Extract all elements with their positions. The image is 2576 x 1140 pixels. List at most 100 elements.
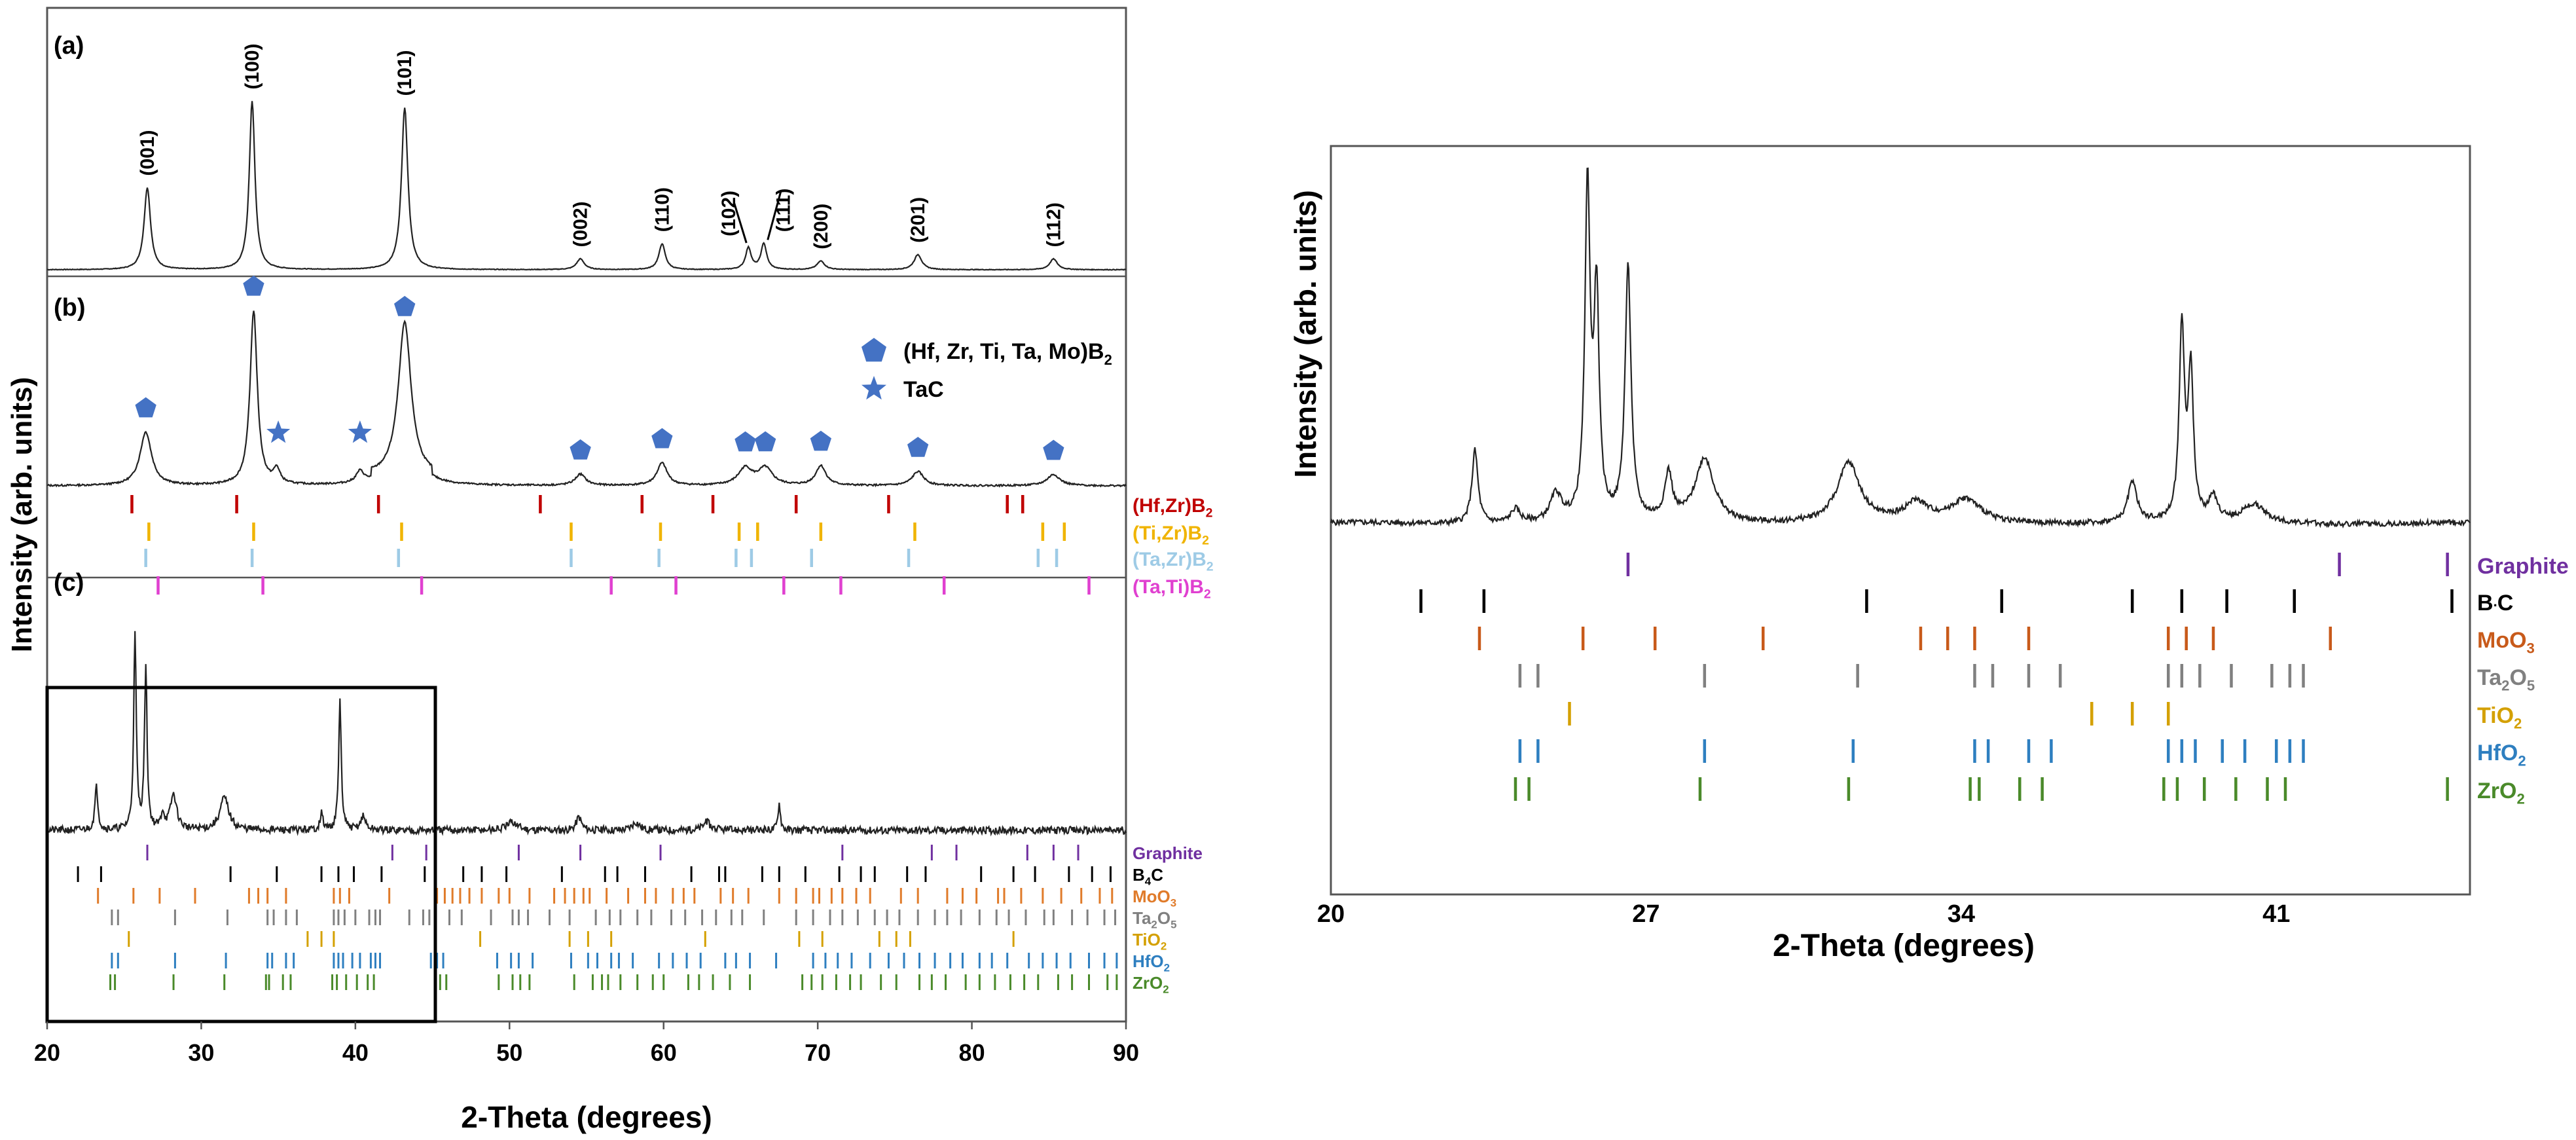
zoom-trace bbox=[1330, 167, 2471, 529]
boride-marker bbox=[243, 275, 264, 296]
phase-label-base: B bbox=[2477, 591, 2494, 616]
peak-label: (100) bbox=[242, 44, 263, 90]
tac-marker bbox=[348, 420, 372, 443]
phase-label-base: Graphite bbox=[1133, 843, 1203, 863]
left-plot-frame bbox=[46, 7, 1127, 1023]
panel-b-group: (Hf, Zr, Ti, Ta, Mo)B2TaC(Hf,Zr)B2(Ti,Zr… bbox=[46, 275, 1214, 602]
peak-label: (112) bbox=[1043, 202, 1064, 247]
phase-label: ZrO2 bbox=[2477, 779, 2525, 807]
phase-label: MoO3 bbox=[1133, 887, 1176, 910]
phase-label-base: (Ta,Ti)B bbox=[1133, 576, 1204, 598]
x-tick-label: 41 bbox=[2262, 900, 2290, 928]
phase-label-tail: O bbox=[1157, 908, 1170, 928]
right-x-ticks: 20 27 34 41 bbox=[1317, 900, 2291, 928]
x-tick-label: 60 bbox=[651, 1039, 677, 1066]
boride-marker bbox=[1043, 439, 1064, 460]
phase-label: Graphite bbox=[1133, 843, 1203, 863]
phase-label-sub: 2 bbox=[1161, 940, 1167, 953]
phase-label-sub: 2 bbox=[1206, 560, 1214, 574]
phase-label: Ta2O5 bbox=[2477, 665, 2535, 694]
phase-label-sub: 5 bbox=[1170, 919, 1176, 931]
x-tick-label: 70 bbox=[805, 1039, 831, 1066]
phase-label-base: HfO bbox=[2477, 741, 2518, 765]
phase-label-sub: 2 bbox=[1204, 587, 1211, 602]
legend-entry-text: TaC bbox=[903, 377, 944, 402]
phase-label-sub: 2 bbox=[2516, 791, 2524, 807]
phase-label-sub: 2 bbox=[1151, 919, 1157, 931]
panel-a-trace bbox=[46, 101, 1127, 271]
phase-label-sub: 2 bbox=[2501, 678, 2509, 694]
phase-label: (Ta,Zr)B2 bbox=[1133, 549, 1214, 574]
x-tick-label: 20 bbox=[1317, 900, 1345, 928]
phase-label: B4C bbox=[1133, 865, 1163, 888]
x-tick-label: 20 bbox=[34, 1039, 60, 1066]
boride-marker bbox=[754, 431, 776, 452]
arrow-111 bbox=[767, 191, 782, 240]
boride-marker bbox=[570, 439, 591, 460]
phase-label: TiO2 bbox=[2477, 703, 2522, 732]
x-tick-label: 27 bbox=[1632, 900, 1660, 928]
peak-label: (200) bbox=[810, 204, 832, 249]
phase-label-sub: 2 bbox=[1163, 984, 1169, 996]
legend-pentagon-icon bbox=[862, 338, 886, 362]
phase-label-sub: 5 bbox=[2527, 678, 2535, 694]
phase-label-base: TiO bbox=[2477, 703, 2514, 728]
peak-label: (201) bbox=[907, 197, 929, 243]
x-tick-label: 34 bbox=[1948, 900, 1975, 928]
phase-label: Graphite bbox=[2477, 554, 2569, 579]
zoom-box bbox=[45, 686, 437, 1023]
phase-label: HfO2 bbox=[1133, 951, 1170, 974]
phase-label-sub: . bbox=[2494, 593, 2497, 610]
tac-marker bbox=[266, 420, 291, 443]
peak-label: (110) bbox=[651, 187, 673, 232]
legend-entry: TaC bbox=[903, 377, 944, 402]
boride-marker bbox=[810, 430, 831, 451]
phase-label-base: ZrO bbox=[1133, 973, 1163, 993]
phase-label: (Hf,Zr)B2 bbox=[1133, 495, 1213, 521]
phase-label-sub: 2 bbox=[2518, 753, 2526, 769]
boride-marker bbox=[135, 397, 156, 418]
phase-label-sub: 2 bbox=[1206, 506, 1213, 521]
phase-label-base: (Ta,Zr)B bbox=[1133, 549, 1206, 570]
phase-label: Ta2O5 bbox=[1133, 908, 1176, 931]
boride-marker bbox=[907, 437, 929, 457]
panel-a-group: (001)(100) (101)(002) (110) (102) (111) (200)… bbox=[46, 44, 1127, 271]
boride-marker bbox=[735, 431, 756, 452]
peak-label: (102) bbox=[718, 191, 740, 236]
phase-label-tail: C bbox=[1151, 865, 1163, 885]
peak-label: (101) bbox=[394, 50, 416, 96]
phase-label-base: (Hf,Zr)B bbox=[1133, 495, 1206, 517]
left-y-axis-label: Intensity (arb. units) bbox=[6, 377, 38, 652]
right-x-axis-label: 2-Theta (degrees) bbox=[1773, 929, 2035, 963]
legend-star-icon bbox=[862, 376, 886, 400]
phase-label-sub: 2 bbox=[2514, 716, 2522, 732]
legend-entry: (Hf, Zr, Ti, Ta, Mo)B2 bbox=[903, 339, 1112, 368]
panel-c-label: (c) bbox=[54, 569, 84, 597]
x-tick-label: 80 bbox=[959, 1039, 985, 1066]
boride-marker bbox=[651, 428, 673, 449]
phase-label-base: TiO bbox=[1133, 930, 1161, 949]
phase-label-base: Ta bbox=[2477, 665, 2502, 690]
phase-label-base: Graphite bbox=[2477, 554, 2569, 579]
x-tick-label: 30 bbox=[188, 1039, 214, 1066]
phase-label-base: Ta bbox=[1133, 908, 1152, 928]
phase-label: (Ti,Zr)B2 bbox=[1133, 523, 1209, 548]
phase-label-sub: 3 bbox=[1170, 897, 1176, 910]
phase-label-base: MoO bbox=[2477, 628, 2527, 653]
x-tick-label: 50 bbox=[496, 1039, 522, 1066]
right-plot-frame bbox=[1330, 145, 2471, 896]
panel-a-label: (a) bbox=[54, 32, 84, 60]
phase-label-tail: C bbox=[2497, 591, 2514, 616]
phase-label-sub: 2 bbox=[1164, 962, 1170, 974]
right-y-axis-label: Intensity (arb. units) bbox=[1288, 190, 1322, 478]
x-tick-label: 40 bbox=[342, 1039, 369, 1066]
panel-b-label: (b) bbox=[54, 294, 86, 322]
legend-entry-text: (Hf, Zr, Ti, Ta, Mo)B bbox=[903, 339, 1104, 364]
phase-label: MoO3 bbox=[2477, 628, 2535, 657]
phase-label: TiO2 bbox=[1133, 930, 1167, 953]
boride-marker bbox=[394, 295, 416, 316]
peak-label: (001) bbox=[137, 130, 158, 176]
